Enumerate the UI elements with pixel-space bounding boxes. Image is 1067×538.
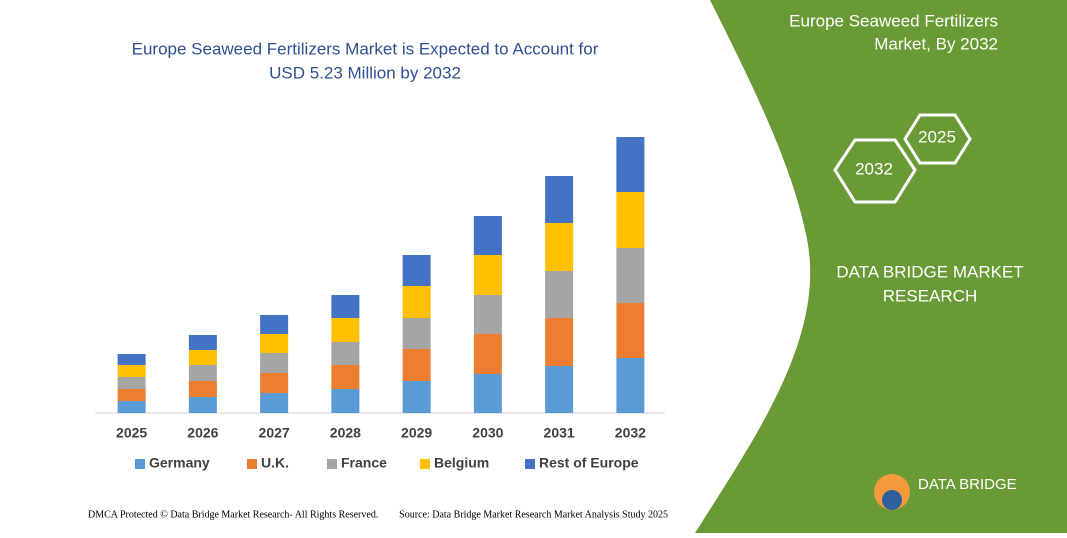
bar-segment <box>545 223 574 271</box>
bar-segment <box>616 248 645 303</box>
legend-swatch <box>525 459 535 469</box>
x-tick-label: 2031 <box>544 425 575 441</box>
chart-title: Europe Seaweed Fertilizers Market is Exp… <box>132 39 599 58</box>
bar-segment <box>260 334 289 353</box>
bar-segment <box>402 349 431 381</box>
legend-swatch <box>247 459 257 469</box>
bar-segment <box>473 295 502 334</box>
company-name: DATA BRIDGE MARKET <box>836 262 1023 281</box>
panel-title: Europe Seaweed Fertilizers <box>789 11 998 30</box>
bar-segment <box>402 318 431 349</box>
bar-segment <box>188 397 217 413</box>
legend-label: Germany <box>149 455 210 471</box>
x-tick-label: 2026 <box>187 425 218 441</box>
legend-swatch <box>327 459 337 469</box>
bar-segment <box>260 353 289 373</box>
legend-label: Rest of Europe <box>539 455 639 471</box>
bar-segment <box>616 358 645 413</box>
bar-segment <box>260 373 289 393</box>
bar-segment <box>402 286 431 318</box>
legend-swatch <box>135 459 145 469</box>
legend-label: France <box>341 455 387 471</box>
x-tick-label: 2027 <box>259 425 290 441</box>
panel-title: Market, By 2032 <box>874 34 998 53</box>
bar-segment <box>117 377 146 389</box>
x-tick-label: 2032 <box>615 425 646 441</box>
x-tick-label: 2028 <box>330 425 361 441</box>
bar-segment <box>473 216 502 255</box>
bar-segment <box>331 389 360 413</box>
company-name: RESEARCH <box>883 286 977 305</box>
bar-segment <box>473 334 502 374</box>
bar-segment <box>473 374 502 413</box>
logo-icon <box>882 490 902 510</box>
bar-segment <box>616 192 645 248</box>
bar-segment <box>117 389 146 401</box>
bar-segment <box>331 342 360 365</box>
bar-segment <box>545 271 574 318</box>
logo-text: DATA BRIDGE <box>918 476 1017 493</box>
bar-segment <box>188 335 217 350</box>
hexagon-label: 2032 <box>855 159 893 178</box>
bar-segment <box>402 255 431 286</box>
bar-segment <box>331 318 360 342</box>
bar-segment <box>117 365 146 377</box>
x-tick-label: 2029 <box>401 425 432 441</box>
bar-segment <box>616 303 645 358</box>
hexagon-label: 2025 <box>918 127 956 146</box>
bar-segment <box>260 393 289 413</box>
x-tick-label: 2025 <box>116 425 147 441</box>
bar-segment <box>117 401 146 413</box>
bar-segment <box>331 295 360 318</box>
bar-segment <box>188 350 217 365</box>
footer-text: Source: Data Bridge Market Research Mark… <box>399 509 668 520</box>
bar-segment <box>402 381 431 413</box>
bar-segment <box>616 137 645 192</box>
bar-segment <box>545 176 574 223</box>
bar-segment <box>260 315 289 334</box>
x-tick-label: 2030 <box>472 425 503 441</box>
bar-segment <box>473 255 502 295</box>
chart-title: USD 5.23 Million by 2032 <box>269 63 461 82</box>
bar-segment <box>545 366 574 413</box>
bar-segment <box>331 365 360 389</box>
bar-segment <box>117 354 146 365</box>
bar-segment <box>188 365 217 381</box>
bar-segment <box>545 318 574 366</box>
hexagon <box>833 138 917 204</box>
green-panel <box>695 0 1067 533</box>
footer-text: DMCA Protected © Data Bridge Market Rese… <box>88 509 378 520</box>
legend-label: U.K. <box>261 455 289 471</box>
legend-swatch <box>420 459 430 469</box>
bar-segment <box>188 381 217 397</box>
legend-label: Belgium <box>434 455 489 471</box>
hexagon <box>903 113 972 165</box>
